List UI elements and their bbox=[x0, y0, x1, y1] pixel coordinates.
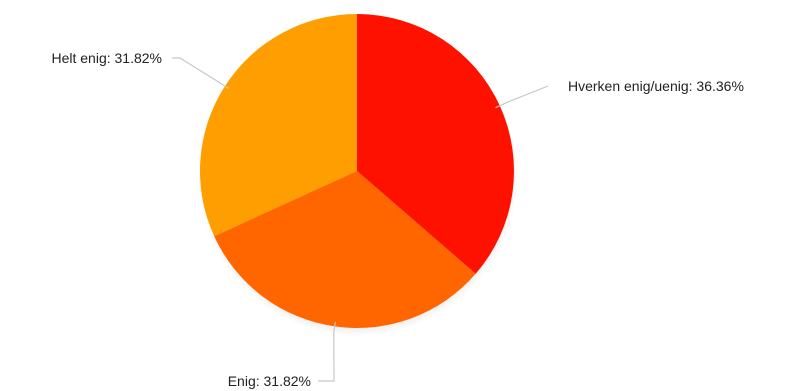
slice-label: Enig: 31.82% bbox=[228, 373, 311, 389]
pie-slice-enig[interactable] bbox=[214, 171, 476, 328]
leader-line bbox=[172, 57, 230, 90]
leader-line bbox=[495, 85, 549, 109]
pie-slice-helt-enig[interactable] bbox=[200, 14, 357, 237]
leader-lines bbox=[172, 57, 549, 382]
pie-slices bbox=[200, 14, 514, 328]
slice-label: Hverken enig/uenig: 36.36% bbox=[568, 78, 744, 94]
pie-slice-hverken-enig-uenig[interactable] bbox=[357, 14, 514, 274]
slice-labels: Hverken enig/uenig: 36.36% Enig: 31.82% He… bbox=[51, 50, 743, 389]
slice-label: Helt enig: 31.82% bbox=[51, 50, 162, 66]
leader-line bbox=[318, 321, 336, 382]
